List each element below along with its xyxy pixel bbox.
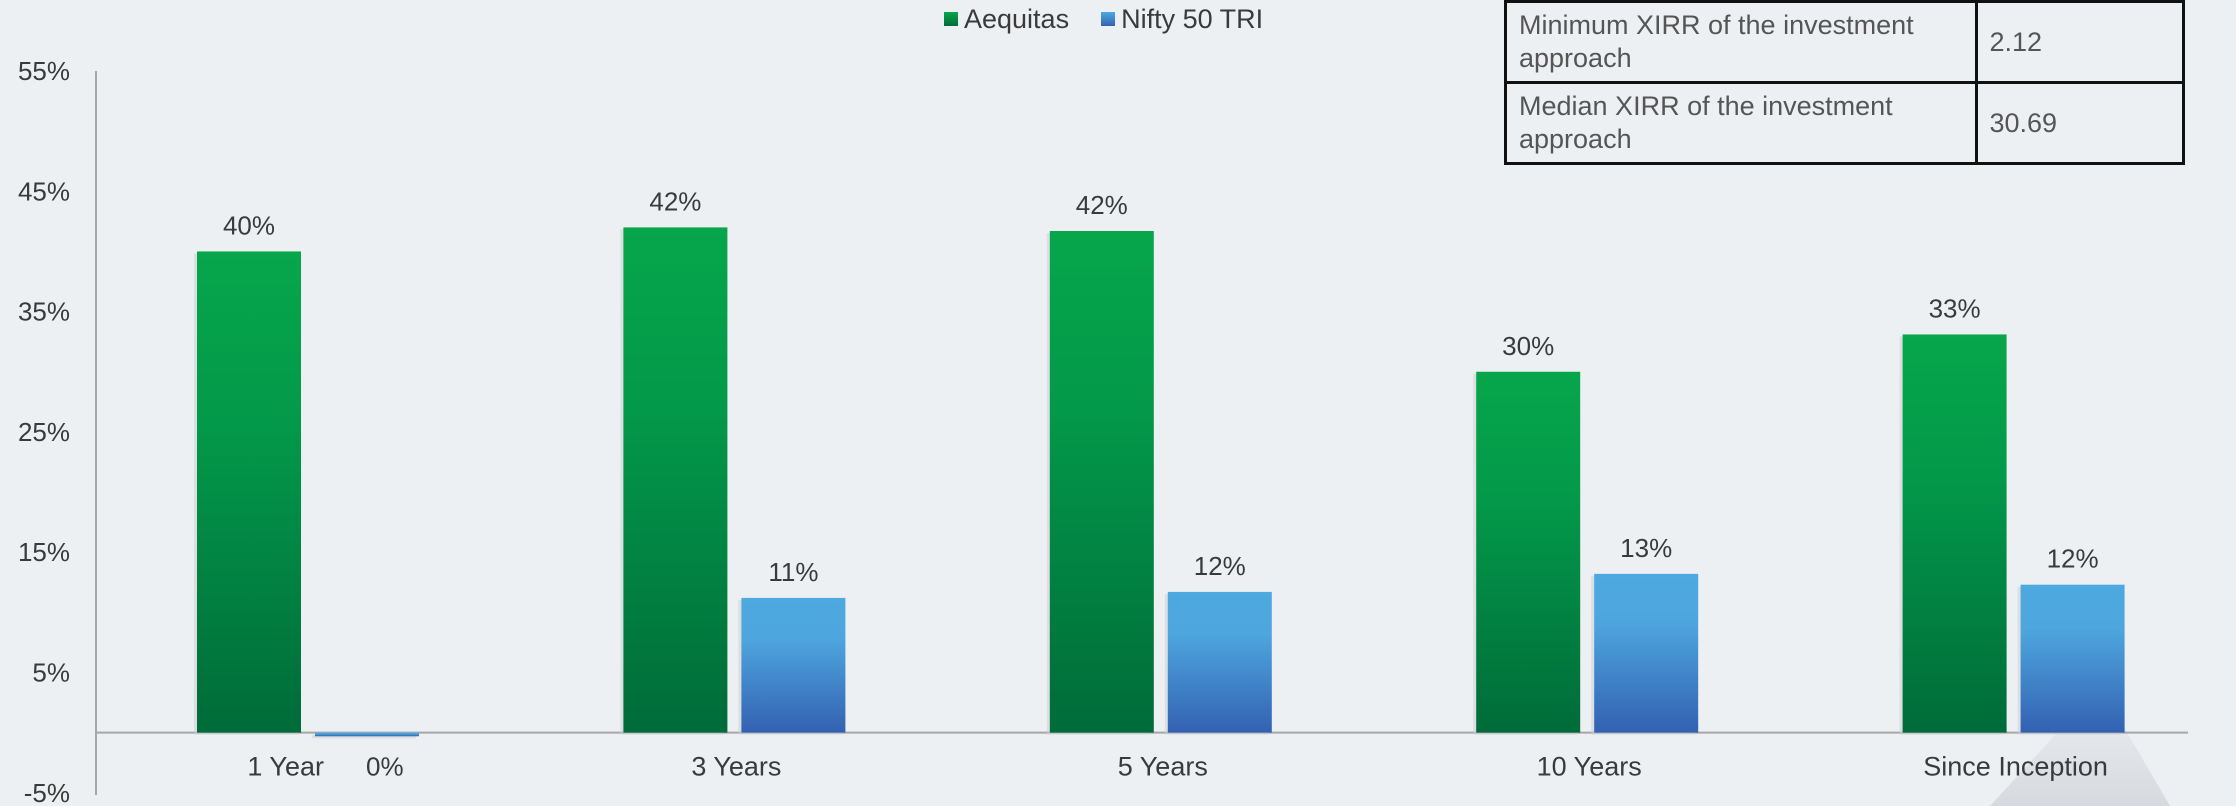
bar-aequitas — [197, 251, 301, 733]
xirr-table: Minimum XIRR of the investment approach … — [1504, 0, 2185, 165]
x-category-label: 3 Years — [691, 752, 781, 782]
table-cell-value: 2.12 — [1974, 0, 2185, 84]
y-tick-label: 25% — [18, 417, 70, 447]
legend-swatch-aequitas — [944, 12, 958, 26]
background-decoration — [1990, 686, 2170, 806]
bar-aequitas — [1902, 334, 2007, 733]
bar-aequitas — [1476, 371, 1581, 733]
data-label: 42% — [1076, 190, 1128, 220]
bars — [194, 227, 2125, 739]
data-label: 12% — [2047, 544, 2099, 574]
labels: 55% 45% 35% 25% 15% 5% -5% 40% 0% 1 Year 42% 11% 3 Y… — [18, 56, 2108, 806]
x-category-label: Since Inception — [1923, 752, 2108, 782]
legend-swatch-nifty — [1101, 12, 1116, 26]
legend: Aequitas Nifty 50 TRI — [944, 0, 1263, 38]
bar-nifty — [1594, 573, 1699, 733]
x-category-label: 5 Years — [1118, 752, 1208, 782]
legend-item-nifty: Nifty 50 TRI — [1101, 4, 1263, 35]
y-tick-label: 55% — [18, 56, 70, 86]
table-cell-label: Median XIRR of the investment approach — [1504, 81, 1978, 165]
data-label: 0% — [366, 752, 404, 782]
legend-label-nifty: Nifty 50 TRI — [1121, 3, 1264, 34]
table-row: Median XIRR of the investment approach 3… — [1504, 81, 2185, 165]
bar-aequitas — [1049, 230, 1154, 733]
data-label: 12% — [1194, 551, 1246, 581]
data-label: 13% — [1620, 533, 1672, 563]
x-category-label: 1 Year — [247, 752, 324, 782]
legend-label-aequitas: Aequitas — [964, 3, 1070, 34]
y-tick-label: -5% — [24, 778, 70, 806]
bar-shadow — [312, 734, 416, 739]
bar-aequitas — [623, 227, 728, 733]
bar-nifty — [741, 597, 846, 733]
bar-nifty — [1167, 591, 1272, 733]
y-tick-label: 5% — [32, 658, 70, 688]
y-tick-label: 45% — [18, 176, 70, 206]
data-label: 30% — [1502, 331, 1554, 361]
data-label: 11% — [768, 557, 818, 587]
data-label: 33% — [1929, 293, 1981, 323]
table-cell-value: 30.69 — [1974, 81, 2185, 165]
y-tick-label: 35% — [18, 297, 70, 327]
table-cell-label: Minimum XIRR of the investment approach — [1504, 0, 1978, 84]
y-tick-label: 15% — [18, 537, 70, 567]
bar-nifty — [2020, 584, 2125, 733]
data-label: 42% — [649, 186, 701, 216]
table-row: Minimum XIRR of the investment approach … — [1504, 0, 2185, 84]
x-category-label: 10 Years — [1537, 752, 1642, 782]
bar-nifty — [315, 732, 419, 737]
legend-item-aequitas: Aequitas — [944, 4, 1069, 35]
data-label: 40% — [223, 210, 275, 240]
